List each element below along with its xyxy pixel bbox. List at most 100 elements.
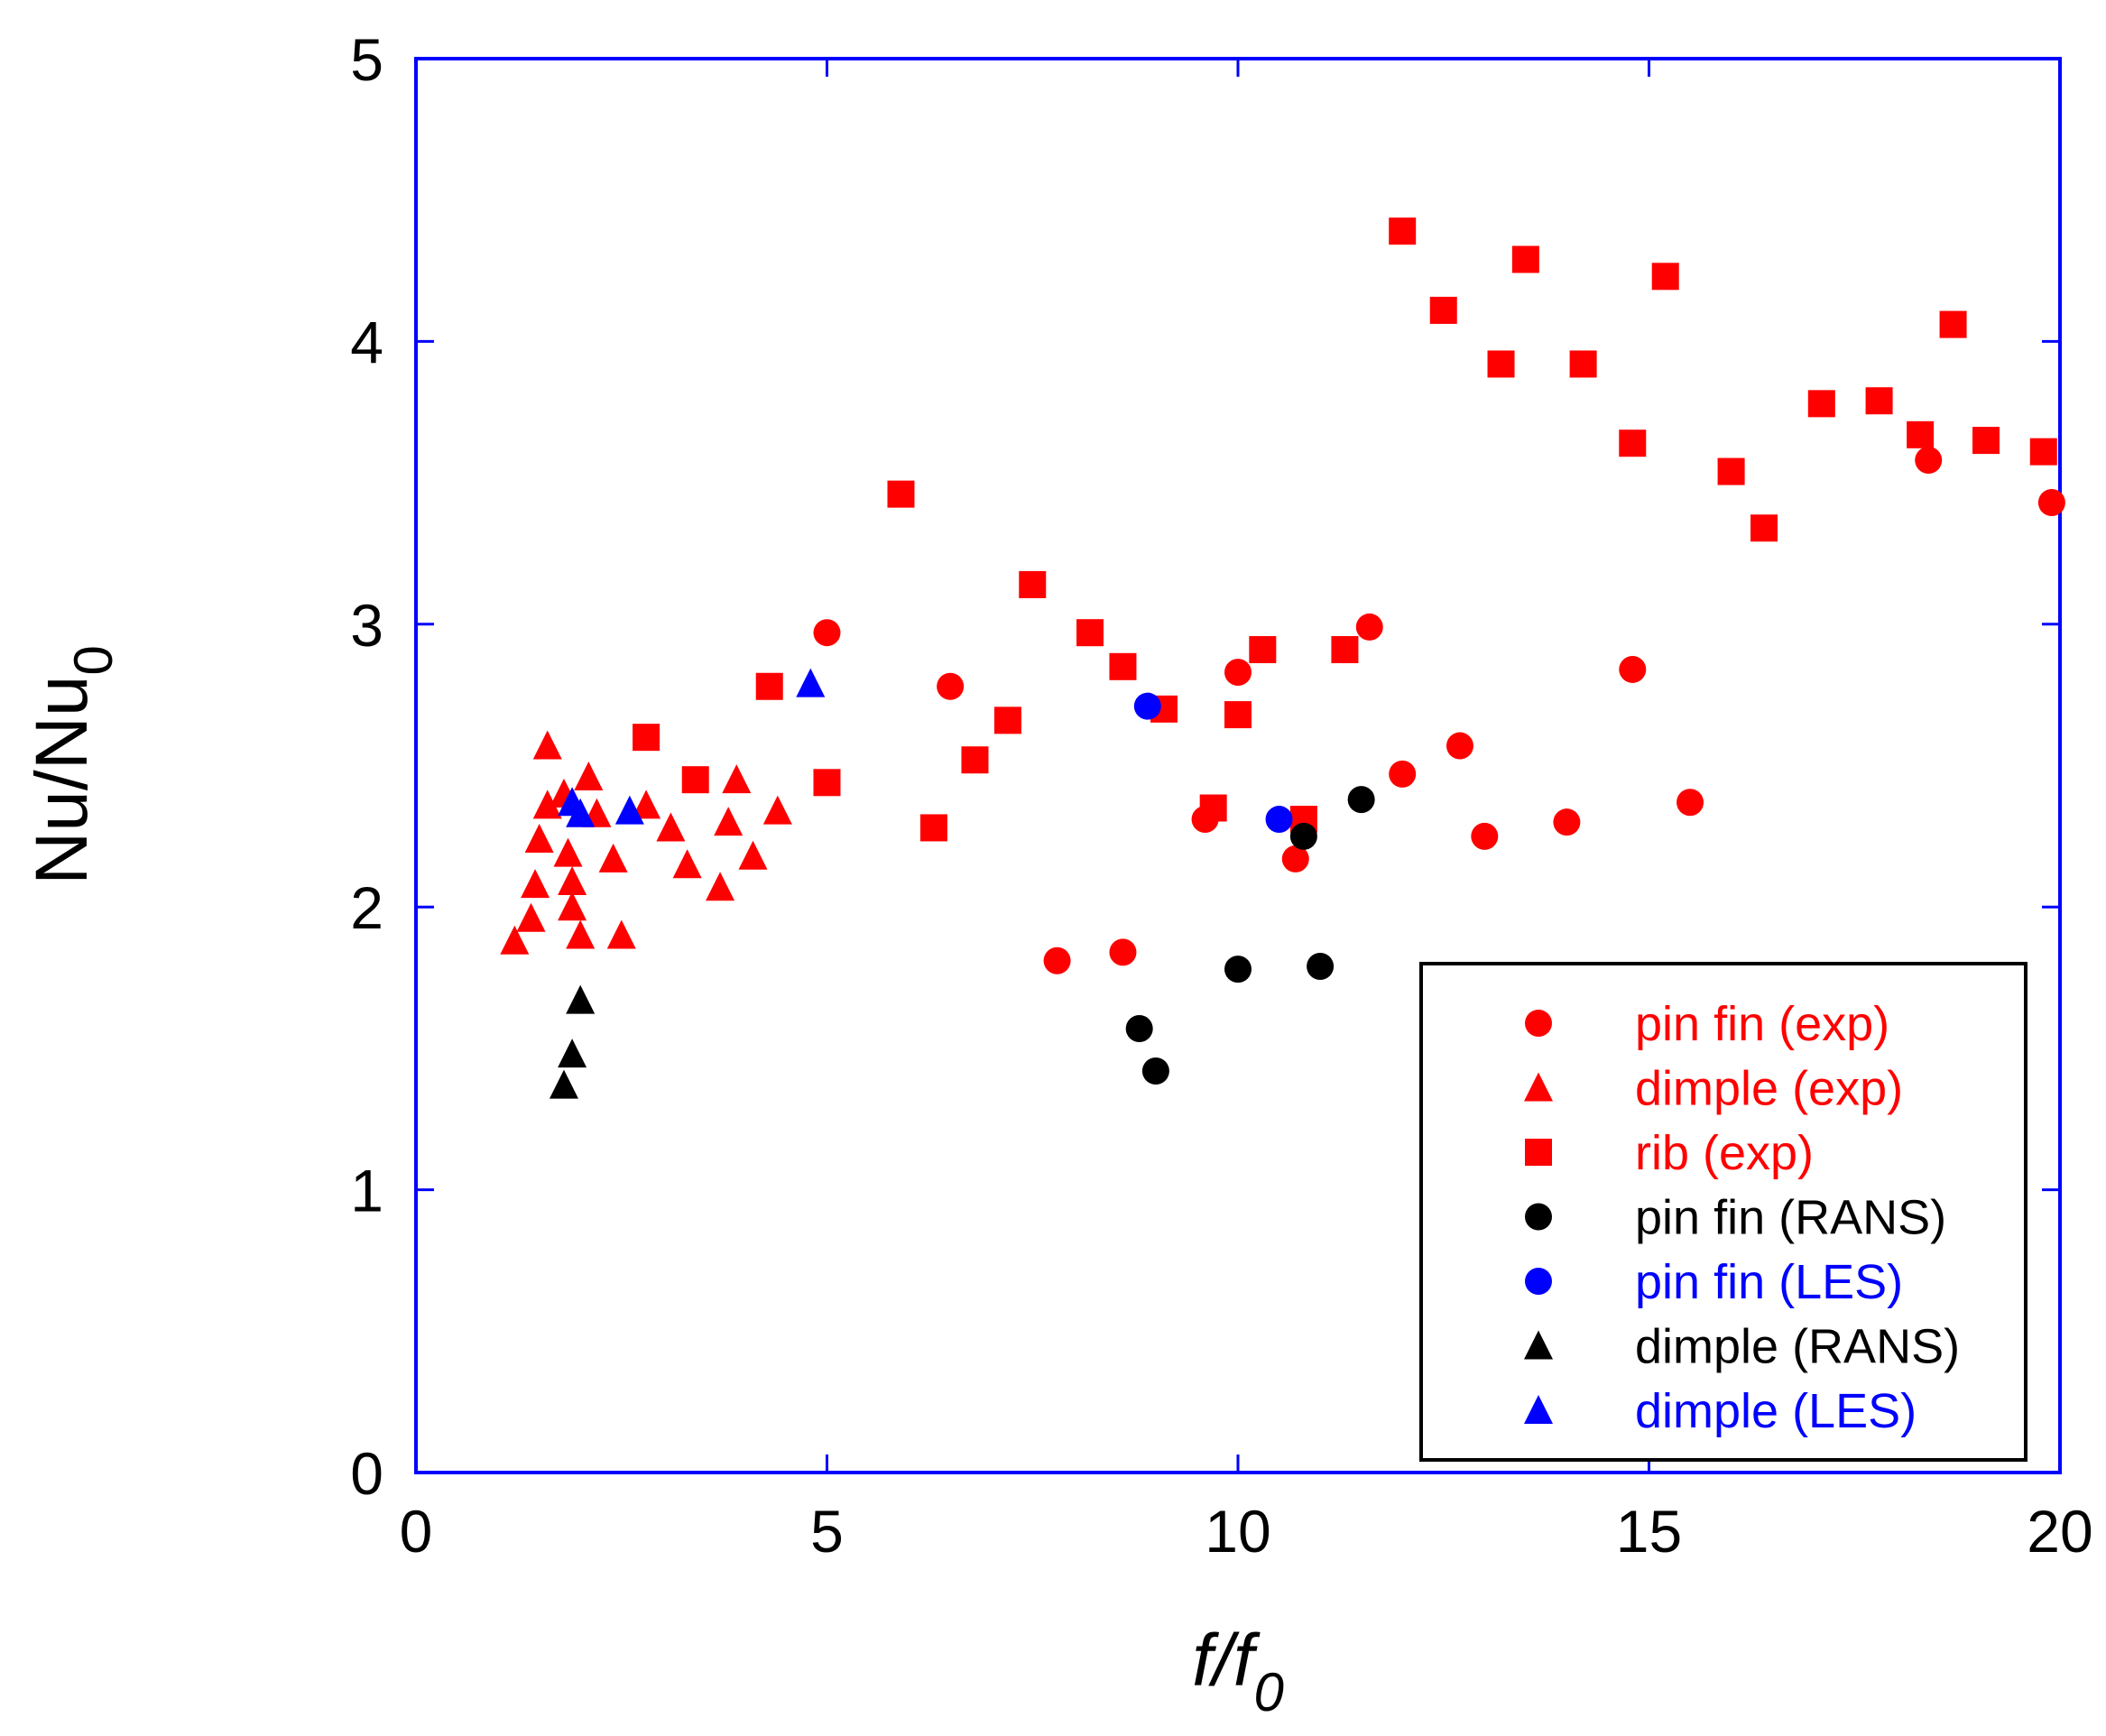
point-dimple-exp: [722, 764, 752, 794]
point-rib-exp: [993, 706, 1021, 734]
point-rib-exp: [1865, 387, 1893, 415]
point-dimple-exp: [558, 865, 587, 895]
point-pin-fin-rans: [1224, 956, 1252, 983]
point-dimple-les: [566, 798, 596, 827]
point-dimple-exp: [632, 790, 661, 819]
point-rib-exp: [1249, 636, 1277, 664]
point-rib-exp: [1331, 636, 1359, 664]
legend-label: pin fin (exp): [1635, 997, 1889, 1051]
x-tick-label: 5: [810, 1498, 844, 1565]
point-pin-fin-les: [1265, 806, 1293, 834]
point-dimple-exp: [598, 843, 628, 873]
point-pin-fin-exp: [1915, 447, 1943, 475]
y-tick-label: 0: [350, 1440, 383, 1507]
point-dimple-exp: [532, 730, 562, 760]
point-rib-exp: [1487, 350, 1515, 378]
point-dimple-les: [614, 795, 644, 825]
point-rib-exp: [755, 672, 783, 700]
y-tick-label: 5: [350, 26, 383, 93]
point-rib-exp: [1717, 457, 1745, 485]
point-dimple-exp: [738, 840, 768, 870]
point-dimple-exp: [706, 872, 735, 901]
point-rib-exp: [681, 766, 709, 794]
axis-tick-labels: 0 5 10 15 20 0 1 2 3 4 5: [350, 26, 2092, 1565]
point-pin-fin-exp: [937, 672, 965, 700]
point-pin-fin-exp: [1676, 789, 1704, 817]
point-pin-fin-exp: [1619, 655, 1647, 683]
point-dimple-exp: [532, 790, 562, 819]
legend-marker-pin-fin-les: [1525, 1268, 1552, 1295]
point-rib-exp: [1569, 350, 1597, 378]
legend-marker-dimple-rans: [1524, 1330, 1553, 1360]
point-dimple-exp: [762, 795, 792, 825]
point-rib-exp: [2029, 438, 2057, 466]
point-dimple-les: [796, 668, 826, 697]
y-tick-label: 1: [350, 1158, 383, 1224]
point-dimple-exp: [516, 902, 546, 932]
legend-marker-pin-fin-rans: [1525, 1203, 1552, 1231]
legend-box: [1419, 962, 2027, 1462]
x-tick-label: 0: [400, 1498, 433, 1565]
legend-label: dimple (exp): [1635, 1062, 1903, 1116]
legend-marker-dimple-les: [1524, 1395, 1553, 1424]
point-dimple-rans: [549, 1069, 578, 1099]
point-rib-exp: [1429, 296, 1457, 324]
point-pin-fin-les: [1133, 692, 1161, 720]
point-rib-exp: [1619, 429, 1647, 457]
legend-marker-dimple-exp: [1524, 1072, 1553, 1102]
legend-label: pin fin (RANS): [1635, 1191, 1946, 1245]
x-tick-label: 15: [1616, 1498, 1682, 1565]
point-rib-exp: [1019, 570, 1047, 598]
point-pin-fin-exp: [1446, 732, 1473, 760]
point-pin-fin-exp: [1553, 808, 1581, 836]
point-pin-fin-rans: [1141, 1057, 1169, 1085]
point-pin-fin-exp: [1224, 659, 1252, 687]
point-pin-fin-exp: [1281, 845, 1309, 873]
point-rib-exp: [633, 724, 660, 752]
point-rib-exp: [919, 814, 947, 842]
point-dimple-exp: [558, 891, 587, 921]
y-tick-label: 2: [350, 874, 383, 941]
point-dimple-exp: [566, 919, 596, 949]
point-rib-exp: [1807, 390, 1835, 418]
point-pin-fin-exp: [813, 619, 841, 647]
point-rib-exp: [1651, 263, 1679, 291]
point-pin-fin-exp: [1389, 760, 1417, 788]
point-pin-fin-exp: [1043, 946, 1071, 974]
point-rib-exp: [1199, 794, 1227, 822]
x-tick-label: 20: [2027, 1498, 2092, 1565]
legend-label: pin fin (LES): [1635, 1255, 1903, 1309]
y-axis-title: Nu/Nu0: [21, 645, 124, 885]
point-dimple-exp: [574, 762, 604, 791]
y-tick-label: 4: [350, 309, 383, 375]
point-pin-fin-rans: [1289, 822, 1317, 850]
legend-label: dimple (LES): [1635, 1384, 1917, 1438]
point-pin-fin-exp: [1109, 938, 1137, 966]
point-rib-exp: [1511, 245, 1539, 273]
point-rib-exp: [887, 480, 915, 508]
point-dimple-exp: [656, 812, 686, 842]
legend: pin fin (exp) dimple (exp) rib (exp) pin fi…: [1419, 962, 2027, 1462]
point-dimple-exp: [606, 919, 636, 949]
point-dimple-exp: [714, 807, 744, 836]
point-pin-fin-rans: [1307, 953, 1335, 981]
data-points: [500, 217, 2065, 1099]
x-axis-title: f/f0: [1192, 1620, 1284, 1722]
point-pin-fin-exp: [1355, 613, 1383, 641]
point-dimple-exp: [553, 837, 583, 867]
legend-label: rib (exp): [1635, 1126, 1814, 1180]
x-tick-label: 10: [1205, 1498, 1270, 1565]
point-rib-exp: [1939, 310, 1967, 338]
point-rib-exp: [1109, 652, 1137, 680]
point-pin-fin-exp: [1471, 822, 1499, 850]
point-rib-exp: [1750, 514, 1778, 542]
legend-marker-pin-fin-exp: [1525, 1010, 1552, 1037]
point-rib-exp: [813, 769, 841, 797]
legend-label: dimple (RANS): [1635, 1320, 1960, 1374]
point-pin-fin-rans: [1347, 786, 1375, 814]
point-rib-exp: [1224, 701, 1252, 729]
point-dimple-exp: [500, 925, 530, 955]
point-rib-exp: [1907, 420, 1935, 448]
